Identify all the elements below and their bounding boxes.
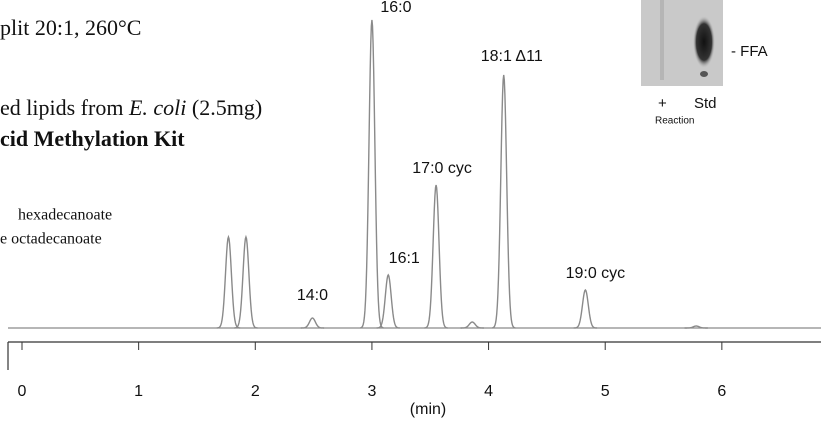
peak bbox=[216, 234, 241, 329]
peak bbox=[424, 184, 448, 329]
x-tick-label: 4 bbox=[484, 383, 493, 400]
lane-label: + bbox=[658, 95, 667, 112]
text-part: ed lipids from bbox=[0, 95, 129, 120]
peak bbox=[684, 325, 708, 329]
lane-label: Std bbox=[694, 95, 717, 112]
peak-label: 16:0 bbox=[380, 0, 411, 16]
lane-label: Reaction bbox=[655, 116, 694, 127]
peak bbox=[573, 288, 598, 329]
peak bbox=[491, 74, 516, 329]
x-tick-label: 5 bbox=[601, 383, 610, 400]
peak-label: 17:0 cyc bbox=[412, 160, 472, 177]
method-line: plit 20:1, 260°C bbox=[0, 15, 141, 40]
peak bbox=[460, 321, 484, 329]
band-label: - FFA bbox=[731, 43, 768, 60]
peak bbox=[376, 273, 400, 329]
standard-line: hexadecanoate bbox=[18, 207, 112, 224]
peak-label: 16:1 bbox=[389, 250, 420, 267]
peak bbox=[360, 19, 384, 329]
method-line: ed lipids from E. coli (2.5mg) bbox=[0, 95, 262, 120]
x-tick-label: 3 bbox=[367, 383, 376, 400]
gel-band bbox=[693, 16, 715, 68]
text-part: (2.5mg) bbox=[186, 95, 262, 120]
peak-label: 18:1 Δ11 bbox=[481, 48, 543, 65]
peak bbox=[300, 317, 325, 329]
standard-line: e octadecanoate bbox=[0, 231, 102, 248]
peak-label: 14:0 bbox=[297, 287, 328, 304]
x-axis-label: (min) bbox=[410, 401, 446, 418]
peak bbox=[234, 234, 258, 329]
x-tick-label: 2 bbox=[251, 383, 260, 400]
x-tick-label: 6 bbox=[717, 383, 726, 400]
method-line: cid Methylation Kit bbox=[0, 126, 185, 151]
text-part: E. coli bbox=[128, 95, 186, 120]
x-tick-label: 1 bbox=[134, 383, 143, 400]
gel-lane bbox=[660, 0, 664, 80]
peak-label: 19:0 cyc bbox=[566, 265, 626, 282]
gel-spot bbox=[700, 71, 708, 77]
x-tick-label: 0 bbox=[18, 383, 27, 400]
